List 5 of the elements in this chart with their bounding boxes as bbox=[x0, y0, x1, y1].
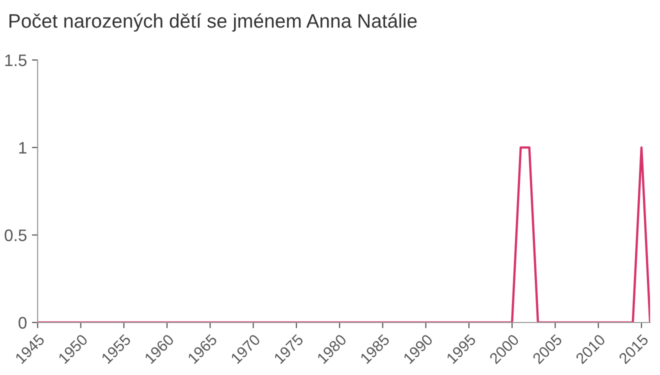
y-tick-label: 0 bbox=[18, 316, 27, 329]
y-tick-label: 1.5 bbox=[5, 54, 27, 66]
y-tick-label: 1 bbox=[19, 142, 26, 154]
y-tick-label: 0.5 bbox=[4, 229, 27, 242]
chart-title: Počet narozených dětí se jménem Anna Natálie bbox=[10, 13, 417, 32]
